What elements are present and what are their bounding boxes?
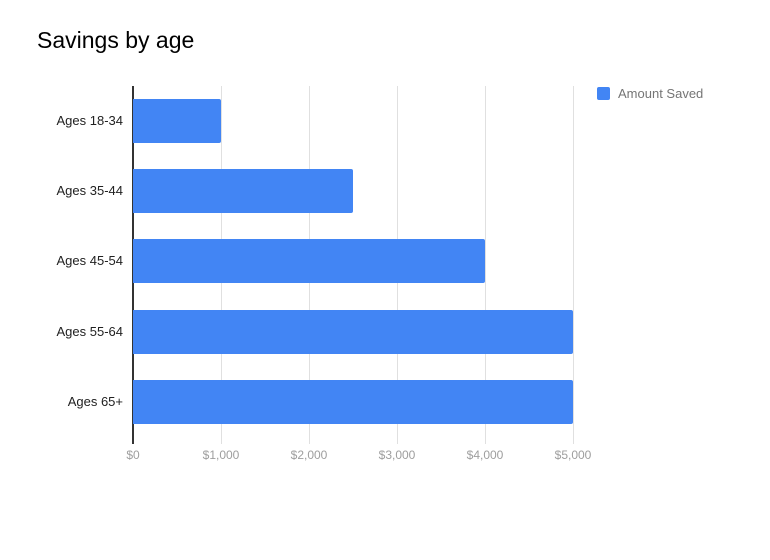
x-tick-label: $5,000: [554, 448, 592, 462]
bar-ages-45-54[interactable]: [133, 239, 485, 284]
legend-swatch-icon: [597, 87, 610, 100]
bar-row: Ages 55-64: [57, 297, 573, 367]
x-tick-label: $0: [126, 448, 140, 462]
legend[interactable]: Amount Saved: [597, 86, 703, 101]
category-label: Ages 35-44: [56, 183, 124, 199]
bar-row: Ages 35-44: [57, 156, 573, 226]
plot-area: $0 $1,000 $2,000 $3,000 $4,000 $5,000 Ages 18…: [57, 86, 591, 462]
bar-ages-55-64[interactable]: [133, 309, 573, 354]
category-label: Ages 18-34: [56, 113, 124, 128]
x-tick-label: $4,000: [466, 448, 504, 462]
x-tick-label: $2,000: [290, 448, 328, 462]
bar-row: Ages 18-34: [57, 86, 573, 156]
x-axis: $0 $1,000 $2,000 $3,000 $4,000 $5,000: [126, 448, 591, 464]
bar-row: Ages 65+: [68, 367, 573, 437]
x-tick-label: $3,000: [378, 448, 416, 462]
chart-title: Savings by age: [37, 27, 195, 53]
x-tick-label: $1,000: [202, 448, 240, 462]
gridline: [485, 86, 486, 444]
bar-ages-35-44[interactable]: [133, 169, 353, 214]
bar-ages-18-34[interactable]: [133, 99, 221, 143]
category-label: Ages 65+: [67, 393, 123, 409]
bar-row: Ages 45-54: [57, 226, 573, 296]
legend-label: Amount Saved: [618, 86, 704, 101]
bar-ages-65-[interactable]: [133, 379, 573, 424]
gridline: [573, 86, 574, 444]
category-label: Ages 45-54: [56, 253, 124, 269]
category-label: Ages 55-64: [56, 323, 124, 339]
